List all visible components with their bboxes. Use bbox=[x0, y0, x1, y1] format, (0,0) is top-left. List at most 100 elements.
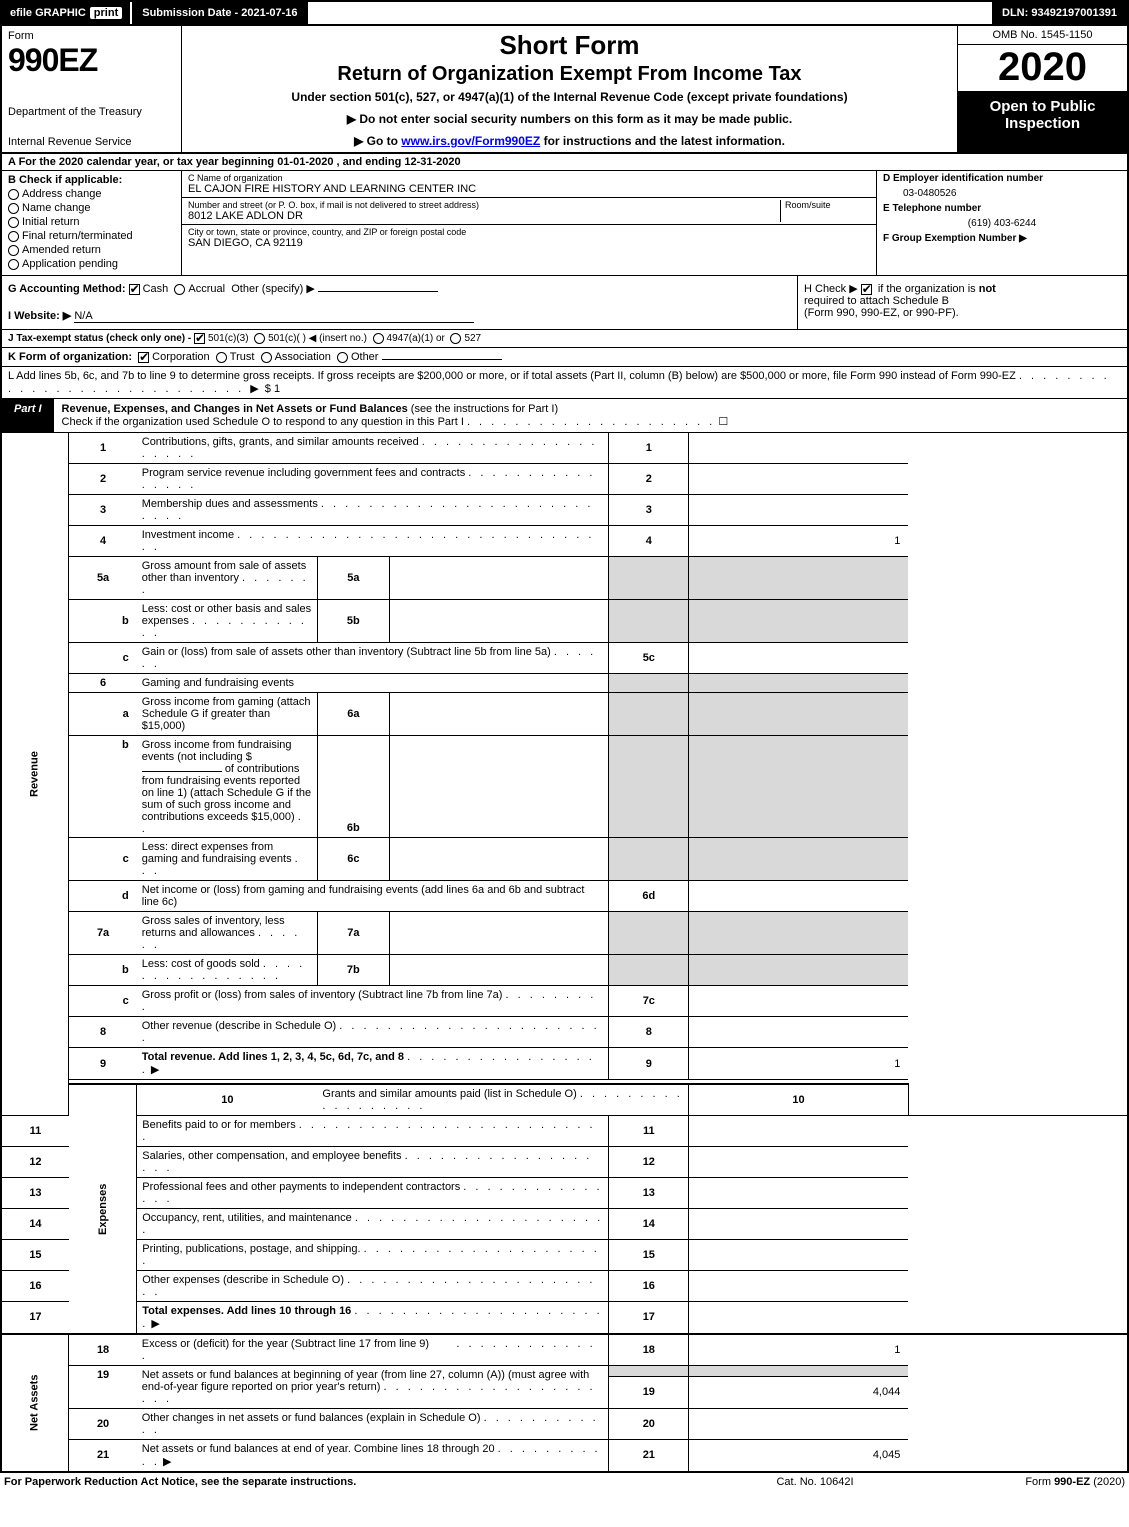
f-group-label: F Group Exemption Number ▶ bbox=[883, 233, 1121, 244]
mini-5b: 5b bbox=[317, 600, 389, 643]
h-text4: (Form 990, 990-EZ, or 990-PF). bbox=[804, 307, 959, 319]
chk-amend-label: Amended return bbox=[22, 244, 101, 256]
desc-3: Membership dues and assessments . . . . … bbox=[137, 495, 609, 526]
j-c3: 501(c)(3) bbox=[208, 333, 249, 344]
side-expenses: Expenses bbox=[69, 1084, 137, 1334]
part-i-text: Revenue, Expenses, and Changes in Net As… bbox=[54, 399, 1127, 432]
chk-address-change[interactable]: Address change bbox=[8, 188, 175, 200]
val-15 bbox=[689, 1239, 909, 1270]
desc-6c: Less: direct expenses from gaming and fu… bbox=[137, 838, 318, 881]
g-accrual: Accrual bbox=[188, 283, 225, 295]
chk-h[interactable] bbox=[861, 284, 872, 295]
shade-6c bbox=[609, 838, 689, 881]
chk-assoc[interactable] bbox=[261, 352, 272, 363]
chk-corp[interactable] bbox=[138, 352, 149, 363]
shade-val-7a bbox=[689, 912, 909, 955]
line-15: 15 Printing, publications, postage, and … bbox=[1, 1239, 1128, 1270]
mini-6c: 6c bbox=[317, 838, 389, 881]
mini-5a: 5a bbox=[317, 557, 389, 600]
line-a: A For the 2020 calendar year, or tax yea… bbox=[0, 154, 1129, 171]
line-5c: c Gain or (loss) from sale of assets oth… bbox=[1, 643, 1128, 674]
chk-cash[interactable] bbox=[129, 284, 140, 295]
chk-501c[interactable] bbox=[254, 333, 265, 344]
submission-date: Submission Date - 2021-07-16 bbox=[130, 2, 307, 24]
ln-6: 6 bbox=[69, 674, 137, 693]
ln-6d: d bbox=[69, 881, 137, 912]
line-2: 2 Program service revenue including gove… bbox=[1, 464, 1128, 495]
print-button[interactable]: print bbox=[90, 7, 122, 19]
chk-final-return[interactable]: Final return/terminated bbox=[8, 230, 175, 242]
desc-10: Grants and similar amounts paid (list in… bbox=[317, 1084, 688, 1116]
section-h: H Check ▶ if the organization is not req… bbox=[797, 276, 1127, 329]
chk-init-label: Initial return bbox=[22, 216, 79, 228]
line-6b: b Gross income from fundraising events (… bbox=[1, 736, 1128, 838]
subtitle: Return of Organization Exempt From Incom… bbox=[192, 63, 947, 86]
chk-501c3[interactable] bbox=[194, 333, 205, 344]
chk-application-pending[interactable]: Application pending bbox=[8, 258, 175, 270]
ln-5b: b bbox=[69, 600, 137, 643]
ln-7b: b bbox=[69, 955, 137, 986]
shade-7a bbox=[609, 912, 689, 955]
box-18: 18 bbox=[609, 1334, 689, 1366]
part-i-checkbox[interactable]: ☐ bbox=[718, 416, 728, 428]
box-21: 21 bbox=[609, 1439, 689, 1472]
ln-18: 18 bbox=[69, 1334, 137, 1366]
irs-link[interactable]: www.irs.gov/Form990EZ bbox=[401, 134, 540, 148]
part-i-check-dots: . . . . . . . . . . . . . . . . . . . . … bbox=[467, 416, 715, 428]
shade-val-7b bbox=[689, 955, 909, 986]
omb-number: OMB No. 1545-1150 bbox=[958, 26, 1127, 45]
mini-6b: 6b bbox=[317, 736, 389, 838]
form-word: Form bbox=[8, 30, 175, 42]
box-13: 13 bbox=[609, 1177, 689, 1208]
c-city-row: City or town, state or province, country… bbox=[182, 225, 876, 251]
chk-other-org[interactable] bbox=[337, 352, 348, 363]
desc-19: Net assets or fund balances at beginning… bbox=[137, 1365, 609, 1408]
ln-2: 2 bbox=[69, 464, 137, 495]
chk-accrual[interactable] bbox=[174, 284, 185, 295]
k-assoc: Association bbox=[275, 351, 331, 363]
box-5c: 5c bbox=[609, 643, 689, 674]
section-c: C Name of organization EL CAJON FIRE HIS… bbox=[182, 171, 877, 275]
j-label: J Tax-exempt status (check only one) - bbox=[8, 333, 191, 344]
ln-21: 21 bbox=[69, 1439, 137, 1472]
note2-post: for instructions and the latest informat… bbox=[540, 134, 785, 148]
desc-2: Program service revenue including govern… bbox=[137, 464, 609, 495]
box-17: 17 bbox=[609, 1301, 689, 1334]
chk-4947[interactable] bbox=[373, 333, 384, 344]
shade-val-6b bbox=[689, 736, 909, 838]
row-k: K Form of organization: Corporation Trus… bbox=[0, 348, 1129, 367]
k-other-input[interactable] bbox=[382, 359, 502, 360]
box-8: 8 bbox=[609, 1017, 689, 1048]
line-11: 11 Benefits paid to or for members . . .… bbox=[1, 1115, 1128, 1146]
chk-address-label: Address change bbox=[22, 188, 102, 200]
header-right: OMB No. 1545-1150 2020 Open to Public In… bbox=[957, 26, 1127, 152]
row-j: J Tax-exempt status (check only one) - 5… bbox=[0, 330, 1129, 348]
val-13 bbox=[689, 1177, 909, 1208]
chk-trust[interactable] bbox=[216, 352, 227, 363]
footer-form-year: (2020) bbox=[1093, 1476, 1125, 1488]
chk-amended-return[interactable]: Amended return bbox=[8, 244, 175, 256]
g-other: Other (specify) ▶ bbox=[231, 283, 315, 295]
input-6b-amount[interactable] bbox=[142, 771, 222, 772]
line-4: 4 Investment income . . . . . . . . . . … bbox=[1, 526, 1128, 557]
mini-7b: 7b bbox=[317, 955, 389, 986]
top-bar: efile GRAPHIC print Submission Date - 20… bbox=[0, 0, 1129, 26]
c-name-value: EL CAJON FIRE HISTORY AND LEARNING CENTE… bbox=[188, 183, 870, 195]
k-label: K Form of organization: bbox=[8, 351, 132, 363]
chk-initial-return[interactable]: Initial return bbox=[8, 216, 175, 228]
mini-val-6a bbox=[389, 693, 609, 736]
c-street-row: Number and street (or P. O. box, if mail… bbox=[182, 198, 876, 225]
c-street-label: Number and street (or P. O. box, if mail… bbox=[188, 200, 780, 210]
box-3: 3 bbox=[609, 495, 689, 526]
chk-name-change[interactable]: Name change bbox=[8, 202, 175, 214]
i-label: I Website: ▶ bbox=[8, 310, 71, 322]
chk-527[interactable] bbox=[450, 333, 461, 344]
b-header: B Check if applicable: bbox=[8, 174, 175, 186]
g-other-input[interactable] bbox=[318, 291, 438, 292]
val-7c bbox=[689, 986, 909, 1017]
desc-4: Investment income . . . . . . . . . . . … bbox=[137, 526, 609, 557]
line-6: 6 Gaming and fundraising events bbox=[1, 674, 1128, 693]
part-i-tag: Part I bbox=[2, 399, 54, 432]
desc-6d: Net income or (loss) from gaming and fun… bbox=[137, 881, 609, 912]
val-14 bbox=[689, 1208, 909, 1239]
